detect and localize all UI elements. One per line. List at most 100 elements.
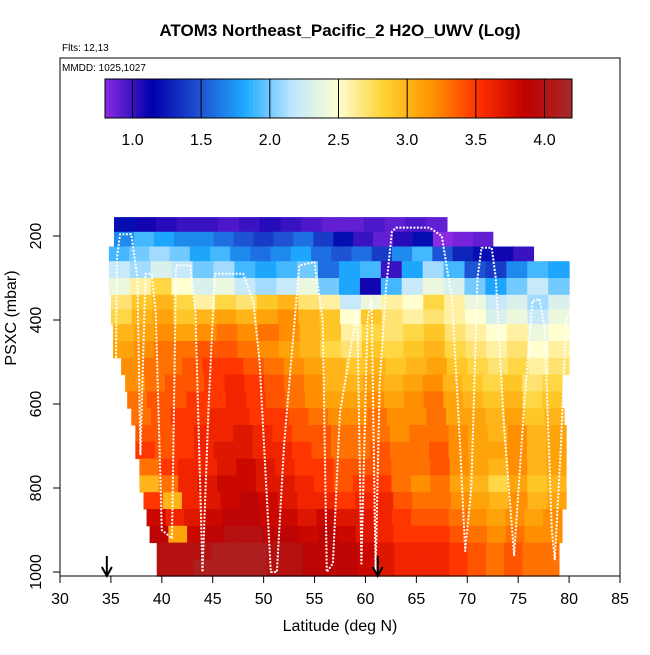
heatmap-cell <box>150 261 173 279</box>
heatmap-cell <box>353 231 374 247</box>
heatmap-cell <box>293 231 314 247</box>
heatmap-cell <box>373 509 393 527</box>
heatmap-cell <box>337 525 357 544</box>
heatmap-cell <box>236 475 257 493</box>
heatmap-cell <box>258 341 280 359</box>
heatmap-cell <box>380 261 403 279</box>
heatmap-cell <box>468 425 489 443</box>
heatmap-cell <box>382 324 404 342</box>
heatmap-cell <box>394 542 414 560</box>
heatmap-cell <box>308 408 329 426</box>
colorbar-swatch <box>291 79 297 118</box>
heatmap-cell <box>318 261 340 279</box>
colorbar-swatch <box>513 79 519 118</box>
colorbar-swatch <box>151 79 157 118</box>
heatmap-cell <box>152 309 174 325</box>
colorbar-swatch <box>428 79 433 118</box>
heatmap-cell <box>502 391 524 409</box>
heatmap-cell <box>446 357 468 376</box>
heatmap-cell <box>284 559 304 577</box>
heatmap-cell <box>162 492 183 510</box>
heatmap-cell <box>204 374 226 392</box>
heatmap-cell <box>253 231 275 247</box>
colorbar-swatch <box>206 79 211 118</box>
heatmap-cell <box>412 246 433 262</box>
heatmap-cell <box>452 231 474 247</box>
heatmap-cell <box>311 425 332 443</box>
heatmap-cell <box>506 261 528 279</box>
colorbar-swatch <box>385 79 390 118</box>
heatmap-cell <box>367 408 388 426</box>
heatmap-cell <box>277 294 299 310</box>
heatmap-cell <box>302 542 322 560</box>
heatmap-cell <box>429 441 450 460</box>
y-tick-label: 1000 <box>28 554 45 590</box>
colorbar-swatch <box>412 79 417 118</box>
heatmap-cell <box>113 217 136 233</box>
heatmap-cell <box>184 509 204 527</box>
heatmap-cell <box>319 294 341 310</box>
heatmap-cell <box>548 341 570 359</box>
heatmap-cell <box>193 542 213 560</box>
heatmap-cell <box>284 374 305 392</box>
colorbar-swatch <box>463 79 468 118</box>
heatmap-cell <box>527 492 548 510</box>
heatmap-cell <box>258 324 280 342</box>
heatmap-cell <box>313 475 334 493</box>
heatmap-cell <box>430 525 451 544</box>
heatmap-cell <box>526 441 548 460</box>
colorbar-swatch <box>439 79 445 118</box>
colorbar-swatch <box>392 79 398 118</box>
heatmap-cell <box>125 374 146 392</box>
heatmap-cell <box>258 492 279 510</box>
heatmap-cell <box>381 294 404 310</box>
heatmap-cell <box>193 559 213 577</box>
heatmap-cell <box>265 391 286 409</box>
colorbar-swatch <box>322 79 328 118</box>
x-tick-label: 80 <box>560 591 578 608</box>
heatmap-cell <box>278 509 299 527</box>
heatmap-cell <box>445 408 467 426</box>
colorbar-swatch <box>159 79 164 118</box>
x-tick-label: 65 <box>407 591 425 608</box>
heatmap-cell <box>211 559 231 577</box>
heatmap-cell <box>276 261 298 279</box>
heatmap-cell <box>522 374 543 392</box>
heatmap-cell <box>272 441 293 460</box>
colorbar-swatch <box>498 79 503 118</box>
heatmap-cell <box>176 217 198 233</box>
heatmap-cell <box>173 294 195 310</box>
heatmap-cell <box>430 475 451 493</box>
plot-frame <box>59 57 621 577</box>
heatmap-cell <box>243 357 265 376</box>
colorbar-swatch <box>143 79 149 118</box>
heatmap-cell <box>174 441 195 460</box>
heatmap-cell <box>178 475 199 493</box>
heatmap-cell <box>412 492 433 510</box>
heatmap-cell <box>507 458 528 476</box>
heatmap-cell <box>154 341 176 359</box>
heatmap-cell <box>485 559 505 577</box>
heatmap-cell <box>239 492 260 510</box>
heatmap-cell <box>340 294 362 310</box>
y-axis: 200 400 600 800 1000 <box>28 223 60 590</box>
heatmap-cell <box>527 475 548 493</box>
heatmap-cell <box>236 458 257 476</box>
heatmap-cell <box>527 458 548 476</box>
heatmap-cell <box>410 475 431 493</box>
heatmap-cell <box>318 525 338 544</box>
heatmap-cell <box>324 357 346 376</box>
heatmap-cell <box>213 261 235 279</box>
heatmap-cell <box>175 341 197 359</box>
heatmap-cell <box>402 309 424 325</box>
heatmap-cell <box>149 525 169 544</box>
heatmap-cell <box>285 391 306 409</box>
heatmap-cell <box>233 425 254 443</box>
heatmap-cell <box>505 525 526 544</box>
heatmap-cell <box>470 492 490 510</box>
heatmap-cell <box>302 559 322 577</box>
y-tick-label: 400 <box>28 307 45 334</box>
heatmap-cell <box>489 492 510 510</box>
heatmap-cell <box>507 475 528 493</box>
heatmap-cell <box>410 458 431 476</box>
